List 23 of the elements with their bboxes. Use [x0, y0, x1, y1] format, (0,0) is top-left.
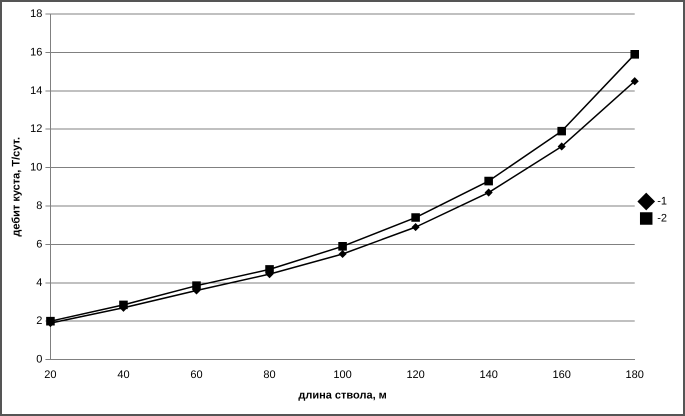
y-axis-title: дебит куста, Т/сут.	[10, 136, 23, 237]
legend-label: -2	[657, 212, 667, 225]
y-tick-label: 14	[30, 84, 42, 97]
y-tick-label: 10	[30, 162, 42, 174]
y-tick-label: 6	[36, 238, 42, 250]
y-tick-label: 12	[30, 123, 42, 136]
y-tick-label: 16	[30, 46, 42, 58]
y-tick-label: 4	[36, 276, 42, 289]
x-tick-label: 140	[479, 369, 498, 382]
x-tick-label: 40	[117, 369, 130, 382]
x-tick-label: 160	[552, 369, 571, 382]
x-tick-label: 80	[263, 369, 276, 382]
x-tick-label: 60	[190, 369, 203, 382]
y-tick-label: 2	[36, 315, 42, 328]
legend-label: -1	[657, 196, 667, 208]
x-tick-label: 120	[406, 369, 425, 382]
y-tick-label: 8	[36, 200, 42, 212]
y-tick-label: 18	[30, 8, 42, 20]
x-axis-title: длина ствола, м	[298, 389, 387, 402]
x-tick-label: 100	[333, 369, 352, 382]
x-tick-label: 20	[44, 369, 57, 382]
y-tick-label: 0	[36, 354, 42, 366]
x-tick-label: 180	[626, 369, 644, 382]
